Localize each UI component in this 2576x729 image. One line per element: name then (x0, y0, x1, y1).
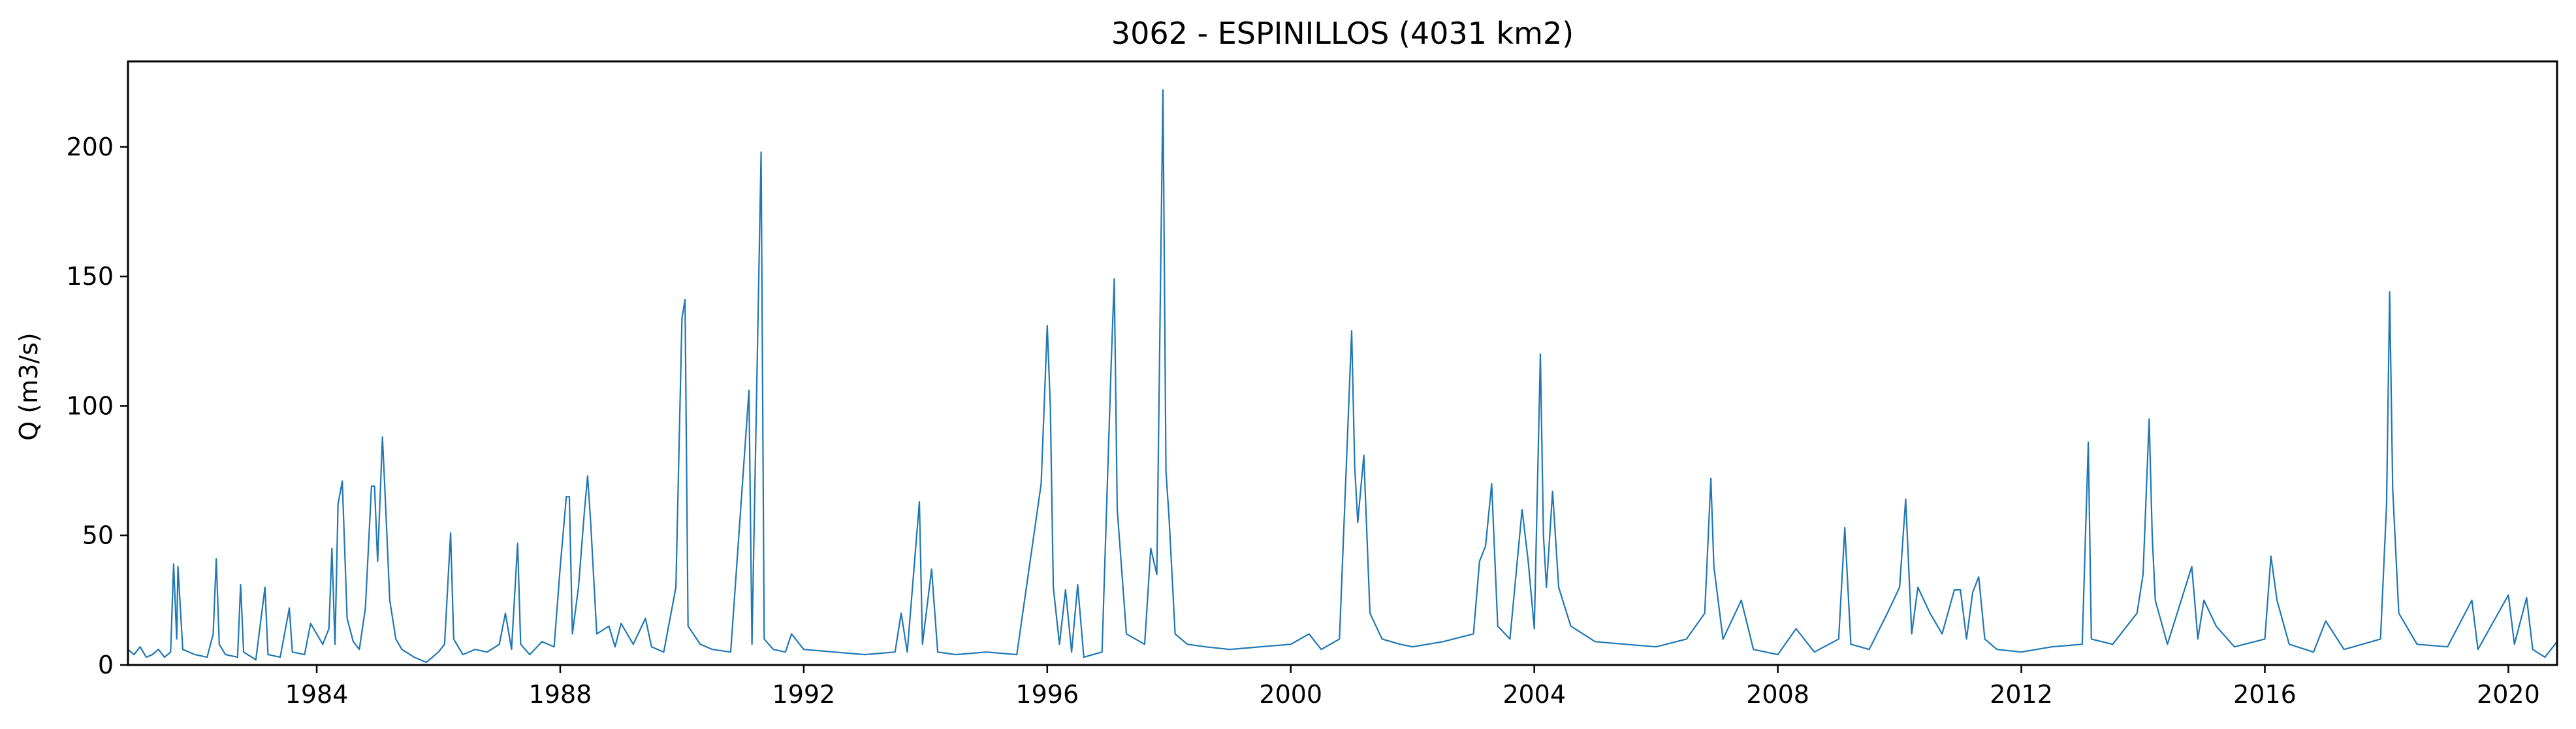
axes-frame (127, 60, 2558, 666)
x-tick-label: 2020 (2477, 680, 2540, 709)
y-tick-label: 150 (66, 262, 114, 291)
x-tick-label: 2000 (1259, 680, 1322, 709)
x-tick-label: 1984 (285, 680, 349, 709)
x-tick-label: 2004 (1503, 680, 1566, 709)
x-axis: 1984 1988 1992 1996 2000 2004 2008 2012 2016 2020 (285, 665, 2540, 709)
x-tick-label: 2016 (2233, 680, 2297, 709)
y-axis-label: Q (m3/s) (14, 332, 43, 440)
x-tick-label: 1988 (529, 680, 592, 709)
x-tick-label: 2012 (1990, 680, 2053, 709)
x-tick-label: 2008 (1746, 680, 1809, 709)
x-tick-label: 1996 (1015, 680, 1079, 709)
y-tick-label: 0 (98, 651, 114, 679)
y-tick-label: 50 (82, 521, 114, 550)
y-tick-label: 100 (66, 391, 114, 420)
series-line-0 (127, 89, 2558, 664)
y-tick-label: 200 (66, 133, 114, 161)
chart-title: 3062 - ESPINILLOS (4031 km2) (1111, 16, 1574, 51)
y-axis: 0 50 100 150 200 (66, 133, 128, 679)
plot-area (127, 89, 2558, 664)
x-tick-label: 1992 (772, 680, 836, 709)
